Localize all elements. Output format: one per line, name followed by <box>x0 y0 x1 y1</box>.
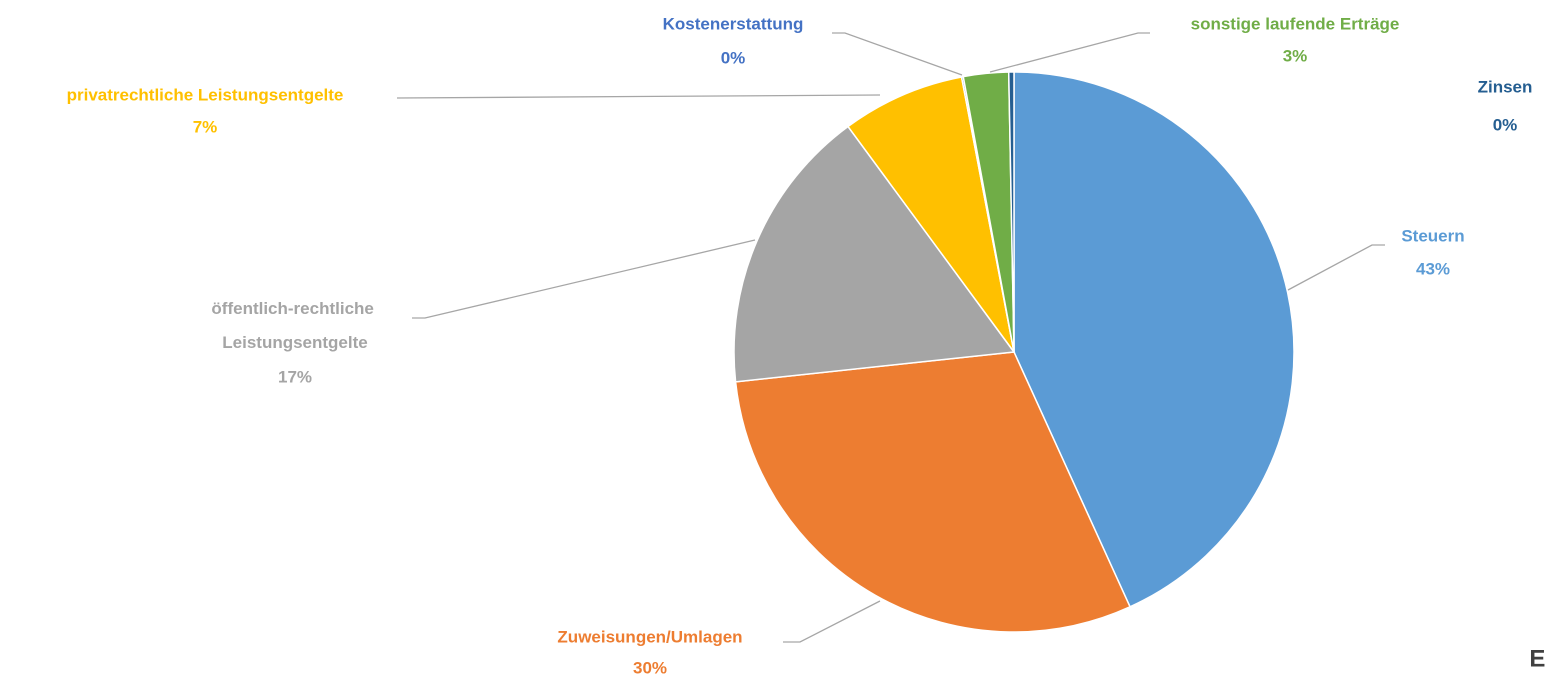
pie-slice <box>1013 71 1295 608</box>
leader-line <box>1287 244 1385 291</box>
slice-value-label: 0% <box>721 48 746 67</box>
slice-label: Steuern <box>1401 226 1464 245</box>
slice-value-label: 30% <box>633 658 667 677</box>
pie-slice <box>734 351 1132 633</box>
leader-line <box>396 94 881 99</box>
slice-label: sonstige laufende Erträge <box>1191 14 1400 33</box>
slice-value-label: 3% <box>1283 46 1308 65</box>
slice-label: öffentlich-rechtliche Leistungsentgelte <box>211 299 378 352</box>
slice-value-label: 43% <box>1416 259 1450 278</box>
leader-line <box>412 239 756 319</box>
slice-value-label: 7% <box>193 117 218 136</box>
slice-label: Zuweisungen/Umlagen <box>557 627 742 646</box>
leader-line <box>783 600 881 643</box>
slice-label: privatrechtliche Leistungsentgelte <box>67 85 344 104</box>
slice-label: Kostenerstattung <box>663 14 804 33</box>
corner-text: ER <box>1529 645 1546 672</box>
leader-line <box>989 32 1150 73</box>
slice-value-label: 0% <box>1493 115 1518 134</box>
slice-value-label: 17% <box>278 367 312 386</box>
leader-line <box>832 32 963 76</box>
pie-slice <box>733 125 1016 383</box>
pie-slice <box>1007 71 1015 353</box>
slice-label: Zinsen <box>1478 77 1533 96</box>
pie-slice <box>846 76 1015 353</box>
